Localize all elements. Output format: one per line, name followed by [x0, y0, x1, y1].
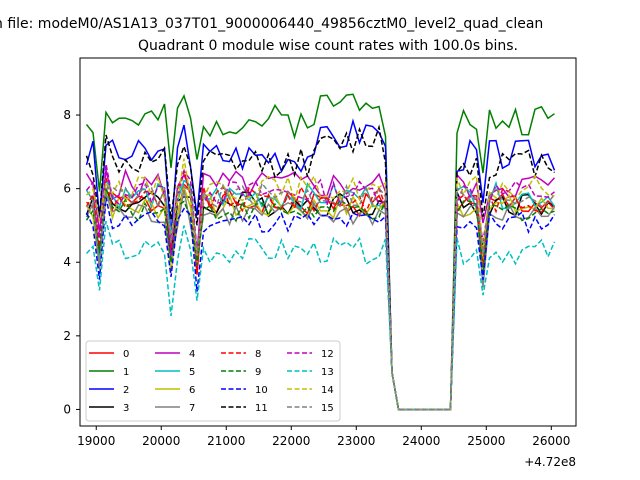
y-tick-label: 4: [63, 255, 71, 269]
y-tick-label: 6: [63, 182, 71, 196]
x-tick-label: 22000: [272, 434, 310, 448]
x-tick-label: 23000: [337, 434, 375, 448]
legend-label-0: 0: [123, 349, 129, 360]
series-line-1: [85, 93, 555, 411]
series-line-14: [85, 158, 555, 411]
legend-label-1: 1: [123, 367, 129, 378]
legend-label-5: 5: [189, 367, 195, 378]
legend-label-13: 13: [321, 367, 334, 378]
axes-layer: 19000 20000 21000 22000 23000 24000 25000 26000…: [63, 108, 570, 448]
y-tick-label: 2: [63, 329, 71, 343]
legend-label-4: 4: [189, 349, 195, 360]
legend-label-11: 11: [255, 403, 268, 414]
x-tick-label: 24000: [402, 434, 440, 448]
series-line-11: [85, 124, 555, 411]
legend-label-9: 9: [255, 367, 261, 378]
legend-label-6: 6: [189, 385, 195, 396]
x-tick-label: 26000: [532, 434, 570, 448]
x-tick-label: 20000: [142, 434, 180, 448]
legend-label-14: 14: [321, 385, 334, 396]
x-tick-label: 25000: [467, 434, 505, 448]
x-offset-label: +4.72e8: [524, 455, 576, 469]
legend-label-15: 15: [321, 403, 334, 414]
x-tick-label: 21000: [207, 434, 245, 448]
series-line-10: [85, 197, 556, 411]
plot-frame: [79, 57, 577, 427]
chart-title: Quadrant 0 module wise count rates with …: [138, 38, 518, 54]
legend-label-10: 10: [255, 385, 268, 396]
series-line-13: [85, 220, 556, 411]
legend-box: [85, 340, 341, 422]
series-line-15: [86, 181, 556, 411]
legend-label-8: 8: [255, 349, 261, 360]
series-layer: [85, 93, 556, 411]
legend-label-12: 12: [321, 349, 334, 360]
legend-label-3: 3: [123, 403, 129, 414]
figure-suptitle: n file: modeM0/AS1A13_037T01_9000006440_…: [0, 16, 543, 32]
legend-label-7: 7: [189, 403, 195, 414]
y-tick-label: 8: [63, 108, 71, 122]
legend-label-2: 2: [123, 385, 129, 396]
y-tick-label: 0: [63, 402, 71, 416]
x-tick-label: 19000: [77, 434, 115, 448]
